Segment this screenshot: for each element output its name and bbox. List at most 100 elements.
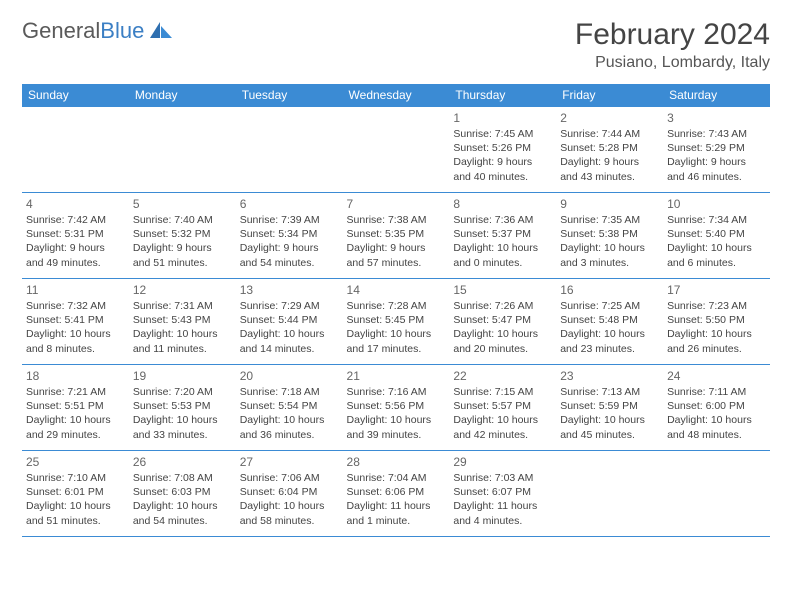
- day-cell: 14Sunrise: 7:28 AMSunset: 5:45 PMDayligh…: [343, 279, 450, 365]
- day-number: 28: [347, 455, 446, 469]
- day-number: 8: [453, 197, 552, 211]
- day-info-line: Daylight: 9 hours: [667, 155, 766, 169]
- day-info-line: Sunset: 5:56 PM: [347, 399, 446, 413]
- day-info-line: Sunset: 5:59 PM: [560, 399, 659, 413]
- day-info-line: Daylight: 10 hours: [453, 327, 552, 341]
- day-info: Sunrise: 7:26 AMSunset: 5:47 PMDaylight:…: [453, 299, 552, 356]
- day-info-line: Sunrise: 7:36 AM: [453, 213, 552, 227]
- day-info-line: Daylight: 10 hours: [453, 241, 552, 255]
- day-info-line: Sunset: 6:07 PM: [453, 485, 552, 499]
- day-info-line: and 39 minutes.: [347, 428, 446, 442]
- day-cell: 22 Sunrise: 7:15 AMSunset: 5:57 PMDayligh…: [449, 365, 556, 451]
- day-info-line: Daylight: 9 hours: [133, 241, 232, 255]
- day-info-line: and 33 minutes.: [133, 428, 232, 442]
- day-info-line: and 20 minutes.: [453, 342, 552, 356]
- day-info-line: Sunset: 5:53 PM: [133, 399, 232, 413]
- day-info-line: Sunset: 6:01 PM: [26, 485, 125, 499]
- day-number: 27: [240, 455, 339, 469]
- day-info: Sunrise: 7:36 AMSunset: 5:37 PMDaylight:…: [453, 213, 552, 270]
- day-info-line: Sunset: 5:31 PM: [26, 227, 125, 241]
- day-info-line: Sunrise: 7:39 AM: [240, 213, 339, 227]
- day-info-line: Daylight: 10 hours: [667, 413, 766, 427]
- day-number: 20: [240, 369, 339, 383]
- day-info-line: Daylight: 10 hours: [240, 499, 339, 513]
- day-cell: 15 Sunrise: 7:26 AMSunset: 5:47 PMDayligh…: [449, 279, 556, 365]
- day-info-line: Daylight: 10 hours: [240, 327, 339, 341]
- day-info: Sunrise: 7:35 AMSunset: 5:38 PMDaylight:…: [560, 213, 659, 270]
- day-info-line: Sunset: 5:43 PM: [133, 313, 232, 327]
- day-number: 10: [667, 197, 766, 211]
- day-info-line: Daylight: 9 hours: [453, 155, 552, 169]
- day-number: 18: [26, 369, 125, 383]
- day-info: Sunrise: 7:39 AMSunset: 5:34 PMDaylight:…: [240, 213, 339, 270]
- day-info-line: Sunset: 5:28 PM: [560, 141, 659, 155]
- day-number: 26: [133, 455, 232, 469]
- day-info-line: Sunset: 6:06 PM: [347, 485, 446, 499]
- day-info-line: Daylight: 9 hours: [26, 241, 125, 255]
- day-info-line: Daylight: 10 hours: [26, 327, 125, 341]
- day-info-line: Sunrise: 7:43 AM: [667, 127, 766, 141]
- week-row: 4Sunrise: 7:42 AMSunset: 5:31 PMDaylight…: [22, 193, 770, 279]
- day-info-line: Daylight: 9 hours: [347, 241, 446, 255]
- day-info: Sunrise: 7:29 AMSunset: 5:44 PMDaylight:…: [240, 299, 339, 356]
- day-info-line: Daylight: 10 hours: [347, 327, 446, 341]
- day-info: Sunrise: 7:15 AMSunset: 5:57 PMDaylight:…: [453, 385, 552, 442]
- day-header: Wednesday: [343, 84, 450, 107]
- day-number: 9: [560, 197, 659, 211]
- day-number: 21: [347, 369, 446, 383]
- day-info-line: Sunrise: 7:16 AM: [347, 385, 446, 399]
- day-number: 6: [240, 197, 339, 211]
- day-info-line: and 54 minutes.: [240, 256, 339, 270]
- day-header: Friday: [556, 84, 663, 107]
- day-info: Sunrise: 7:21 AMSunset: 5:51 PMDaylight:…: [26, 385, 125, 442]
- day-info-line: Sunrise: 7:34 AM: [667, 213, 766, 227]
- title-block: February 2024 Pusiano, Lombardy, Italy: [575, 18, 770, 72]
- day-info-line: Sunrise: 7:11 AM: [667, 385, 766, 399]
- day-info-line: Daylight: 10 hours: [347, 413, 446, 427]
- day-number: 11: [26, 283, 125, 297]
- day-info-line: and 40 minutes.: [453, 170, 552, 184]
- day-info-line: Sunrise: 7:45 AM: [453, 127, 552, 141]
- brand-text: GeneralBlue: [22, 18, 144, 44]
- day-info-line: Sunset: 5:40 PM: [667, 227, 766, 241]
- day-info-line: Daylight: 10 hours: [26, 499, 125, 513]
- day-header: Saturday: [663, 84, 770, 107]
- day-cell: 13Sunrise: 7:29 AMSunset: 5:44 PMDayligh…: [236, 279, 343, 365]
- day-cell: 24Sunrise: 7:11 AMSunset: 6:00 PMDayligh…: [663, 365, 770, 451]
- day-number: 3: [667, 111, 766, 125]
- day-info-line: Daylight: 10 hours: [240, 413, 339, 427]
- day-number: 2: [560, 111, 659, 125]
- day-number: 29: [453, 455, 552, 469]
- day-info-line: Sunrise: 7:18 AM: [240, 385, 339, 399]
- day-info: Sunrise: 7:32 AMSunset: 5:41 PMDaylight:…: [26, 299, 125, 356]
- day-info-line: Daylight: 10 hours: [667, 327, 766, 341]
- day-cell: 28 Sunrise: 7:04 AMSunset: 6:06 PMDayligh…: [343, 451, 450, 537]
- day-info: Sunrise: 7:10 AMSunset: 6:01 PMDaylight:…: [26, 471, 125, 528]
- day-info-line: and 8 minutes.: [26, 342, 125, 356]
- day-info-line: Daylight: 11 hours: [347, 499, 446, 513]
- day-info-line: and 4 minutes.: [453, 514, 552, 528]
- day-info-line: Sunrise: 7:32 AM: [26, 299, 125, 313]
- day-info-line: Sunset: 5:47 PM: [453, 313, 552, 327]
- week-row: 18 Sunrise: 7:21 AMSunset: 5:51 PMDayligh…: [22, 365, 770, 451]
- day-info: Sunrise: 7:28 AMSunset: 5:45 PMDaylight:…: [347, 299, 446, 356]
- day-cell: [236, 107, 343, 193]
- day-number: 22: [453, 369, 552, 383]
- day-number: 25: [26, 455, 125, 469]
- day-cell: 23Sunrise: 7:13 AMSunset: 5:59 PMDayligh…: [556, 365, 663, 451]
- week-row: 1Sunrise: 7:45 AMSunset: 5:26 PMDaylight…: [22, 107, 770, 193]
- calendar-table: Sunday Monday Tuesday Wednesday Thursday…: [22, 84, 770, 537]
- location: Pusiano, Lombardy, Italy: [575, 54, 770, 72]
- day-info-line: Sunrise: 7:04 AM: [347, 471, 446, 485]
- day-info-line: Daylight: 10 hours: [560, 327, 659, 341]
- day-info-line: Sunrise: 7:06 AM: [240, 471, 339, 485]
- day-info-line: Daylight: 10 hours: [453, 413, 552, 427]
- brand-text-2: Blue: [100, 18, 144, 43]
- day-cell: 20Sunrise: 7:18 AMSunset: 5:54 PMDayligh…: [236, 365, 343, 451]
- day-number: 15: [453, 283, 552, 297]
- day-cell: 26Sunrise: 7:08 AMSunset: 6:03 PMDayligh…: [129, 451, 236, 537]
- day-header-row: Sunday Monday Tuesday Wednesday Thursday…: [22, 84, 770, 107]
- day-cell: 2Sunrise: 7:44 AMSunset: 5:28 PMDaylight…: [556, 107, 663, 193]
- day-info-line: Sunset: 5:32 PM: [133, 227, 232, 241]
- day-cell: 21 Sunrise: 7:16 AMSunset: 5:56 PMDayligh…: [343, 365, 450, 451]
